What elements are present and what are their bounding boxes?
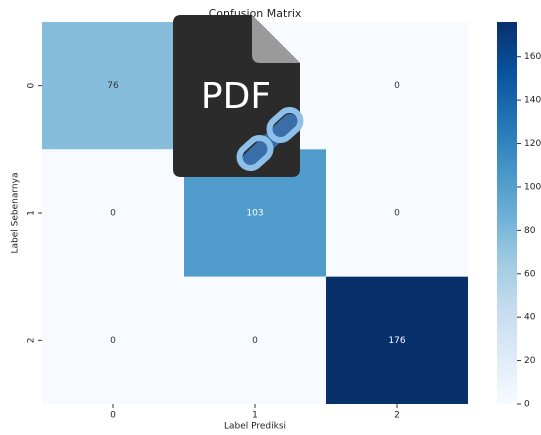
colorbar-tick-label: 140	[524, 96, 541, 106]
pdf-icon-fold	[252, 15, 300, 63]
cell-label: 176	[388, 336, 405, 346]
cell-label: 0	[394, 209, 400, 219]
colorbar-tick-label: 20	[524, 356, 536, 366]
colorbar-tick-label: 0	[524, 400, 530, 410]
colorbar-tick-label: 120	[524, 139, 541, 149]
cell-label: 0	[252, 336, 258, 346]
heatmap-cell	[184, 276, 326, 404]
colorbar-tick-label: 40	[524, 313, 536, 323]
y-tick-label: 1	[27, 210, 37, 216]
y-tick-label: 0	[27, 83, 37, 89]
colorbar	[497, 22, 517, 404]
heatmap-cell	[42, 276, 184, 404]
cell-label: 0	[394, 81, 400, 91]
colorbar-tick-label: 80	[524, 226, 536, 236]
cell-label: 103	[246, 209, 263, 219]
heatmap-cell	[326, 22, 468, 150]
cell-label: 0	[110, 336, 116, 346]
heatmap-cell	[42, 149, 184, 277]
heatmap-cell	[326, 276, 468, 404]
colorbar-tick-label: 160	[524, 52, 541, 62]
link-icon	[236, 106, 304, 172]
pdf-icon-label: PDF	[201, 76, 271, 117]
y-tick-label: 2	[27, 337, 37, 343]
x-tick-label: 2	[394, 411, 400, 421]
colorbar-tick-label: 100	[524, 182, 541, 192]
heatmap-cell	[42, 22, 184, 150]
pdf-icon: PDF	[173, 15, 304, 177]
x-tick-label: 0	[110, 411, 116, 421]
cell-label: 0	[110, 209, 116, 219]
heatmap-cell	[326, 149, 468, 277]
y-axis-label: Label Sebenarnya	[11, 173, 21, 254]
x-axis-label: Label Prediksi	[224, 422, 286, 432]
colorbar-tick-label: 60	[524, 269, 536, 279]
cell-label: 76	[107, 81, 119, 91]
x-tick-label: 1	[252, 411, 258, 421]
